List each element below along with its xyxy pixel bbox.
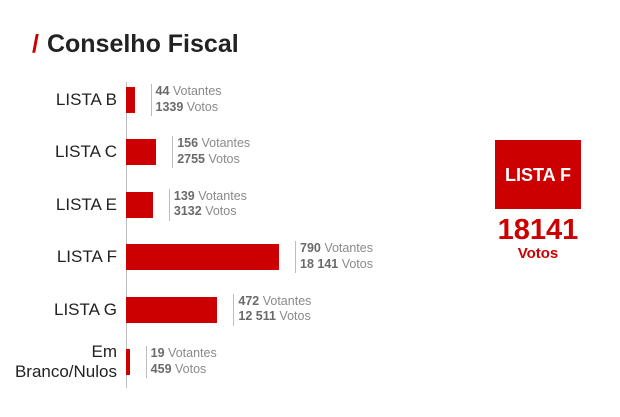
bar [126,139,157,166]
category-label: LISTA E [55,194,117,214]
bar [126,296,218,323]
label-separator [150,84,152,116]
chart-axis-line [126,82,127,388]
data-label: 44 Votantes 1339 Votos [155,84,222,114]
category-label: LISTA G [54,299,117,319]
winner-votes-value: 18141 [497,214,579,246]
data-label: 19 Votantes 459 Votos [150,346,217,376]
label-separator [295,241,296,274]
winner-votes-unit: Votos [517,245,559,262]
winner-name: LISTA F [505,164,571,185]
data-label: 139 Votantes 3132 Votos [173,188,247,219]
bar [126,191,153,218]
category-label: LISTA B [55,90,117,109]
data-label: 790 Votantes 18 141 Votos [300,241,373,271]
title-text: Conselho Fiscal [46,30,239,58]
label-separator [233,293,235,326]
bar [126,244,279,271]
label-separator [172,136,174,169]
data-label: 472 Votantes 12 511 Votos [238,293,312,324]
category-label: LISTA F [56,247,117,267]
bar [126,87,135,113]
winner-badge: LISTA F [495,140,581,209]
bar [126,349,130,375]
label-separator [145,346,147,378]
title-slash: / [32,30,39,58]
data-label: 156 Votantes 2755 Votos [177,136,251,166]
category-label: Em Branco/Nulos [14,342,117,381]
category-label: LISTA C [54,142,117,162]
label-separator [168,188,170,221]
page-title: / Conselho Fiscal [32,30,239,59]
